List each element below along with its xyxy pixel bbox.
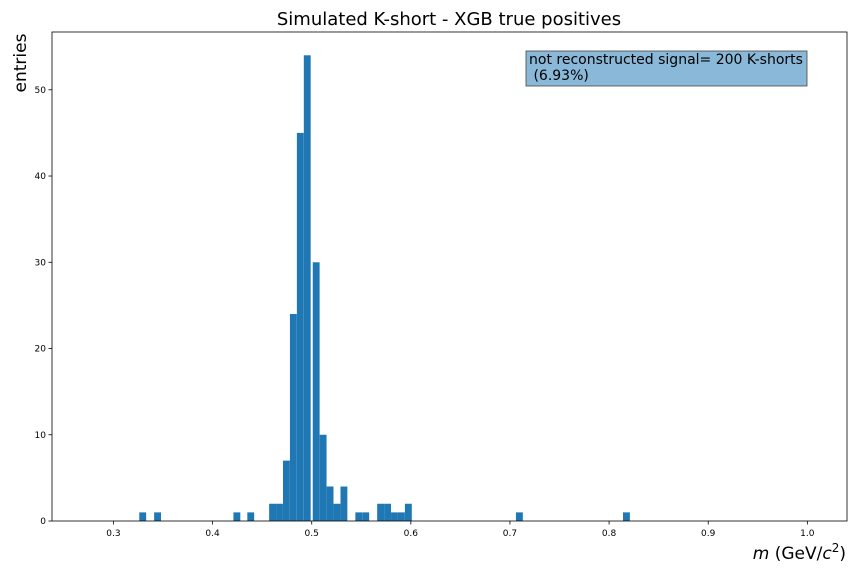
- x-tick-label: 0.8: [602, 529, 617, 539]
- x-tick-label: 1.0: [800, 529, 815, 539]
- histogram-bar-11: [319, 434, 327, 521]
- histogram-bar-10: [312, 262, 320, 521]
- x-tick-label: 0.5: [305, 529, 319, 539]
- histogram-bar-5: [276, 503, 283, 521]
- x-tick-label: 0.9: [701, 529, 716, 539]
- histogram-bar-3: [247, 512, 255, 521]
- histogram-bar-15: [355, 512, 363, 521]
- x-axis-label-unit-base: c: [822, 544, 832, 564]
- y-tick-label: 10: [35, 431, 47, 441]
- histogram-bar-18: [384, 503, 391, 521]
- y-tick-label: 30: [35, 258, 47, 268]
- x-tick-label: 0.3: [106, 529, 120, 539]
- histogram-bar-0: [139, 512, 147, 521]
- plot-frame: [51, 31, 848, 522]
- x-axis-label: m (GeV/c2): [753, 541, 846, 564]
- y-axis-label: entries: [11, 33, 31, 92]
- histogram-bar-16: [362, 512, 370, 521]
- x-axis-label-unit-sup: 2: [832, 541, 840, 555]
- x-axis-label-unit-open: (GeV/: [769, 544, 822, 564]
- histogram-bar-19: [391, 512, 398, 521]
- histogram-bar-22: [515, 512, 523, 521]
- x-axis-label-variable: m: [753, 544, 770, 564]
- histogram-bar-4: [269, 503, 276, 521]
- annotation-background: [525, 50, 808, 87]
- histogram-bar-14: [340, 486, 348, 521]
- histogram-bar-7: [289, 314, 297, 521]
- annotation-box: not reconstructed signal= 200 K-shorts (…: [525, 50, 808, 87]
- x-tick-label: 0.4: [205, 529, 220, 539]
- histogram-bar-21: [404, 503, 412, 521]
- histogram-bar-1: [154, 512, 162, 521]
- histogram-bar-17: [377, 503, 385, 521]
- histogram-bar-2: [233, 512, 241, 521]
- x-tick-label: 0.7: [503, 529, 517, 539]
- chart-title: Simulated K-short - XGB true positives: [277, 9, 621, 30]
- y-tick-label: 50: [35, 86, 47, 96]
- x-axis-label-unit-close: ): [839, 544, 846, 564]
- histogram-bar-6: [283, 460, 290, 521]
- histogram-bar-23: [623, 512, 630, 521]
- histogram-bar-8: [296, 132, 304, 521]
- y-tick-label: 0: [40, 517, 46, 527]
- histogram-bar-12: [326, 486, 334, 521]
- y-tick-label: 20: [35, 345, 47, 355]
- annotation-line-1: not reconstructed signal= 200 K-shorts: [529, 52, 803, 68]
- histogram-bars: [139, 55, 630, 522]
- y-tick-label: 40: [35, 172, 47, 182]
- x-tick-label: 0.6: [404, 529, 419, 539]
- annotation-line-2: (6.93%): [529, 68, 589, 84]
- y-axis-ticks: 0 10 20 30 40 50: [35, 86, 52, 527]
- histogram-bar-13: [333, 503, 341, 521]
- histogram-bar-20: [397, 512, 405, 521]
- histogram-bar-9: [303, 55, 311, 522]
- x-axis-ticks: 0.3 0.4 0.5 0.6 0.7 0.8 0.9 1.0: [106, 521, 815, 539]
